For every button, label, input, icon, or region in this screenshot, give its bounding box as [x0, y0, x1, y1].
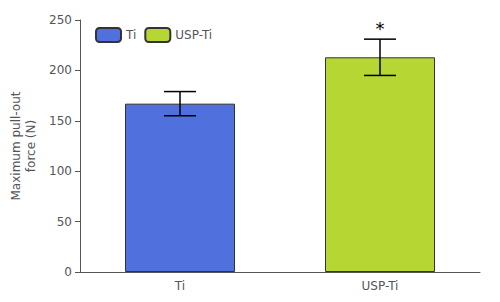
- svg-text:250: 250: [49, 13, 72, 27]
- svg-text:*: *: [376, 18, 385, 39]
- svg-text:force (N): force (N): [24, 120, 38, 172]
- svg-text:USP-Ti: USP-Ti: [362, 279, 399, 293]
- svg-text:0: 0: [64, 265, 72, 279]
- svg-text:200: 200: [49, 63, 72, 77]
- svg-text:Maximum pull-out: Maximum pull-out: [9, 91, 23, 200]
- svg-text:100: 100: [49, 164, 72, 178]
- svg-text:Ti: Ti: [125, 28, 136, 42]
- svg-text:USP-Ti: USP-Ti: [175, 28, 212, 42]
- svg-text:150: 150: [49, 114, 72, 128]
- svg-text:50: 50: [57, 215, 72, 229]
- svg-text:Ti: Ti: [174, 279, 185, 293]
